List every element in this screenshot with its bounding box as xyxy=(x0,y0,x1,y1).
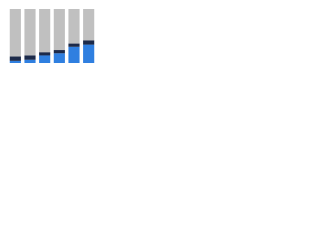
bar-segment xyxy=(53,9,65,51)
bar-segment xyxy=(53,50,65,54)
bar-segment xyxy=(24,55,36,60)
bar-segment xyxy=(53,53,65,63)
bar-segment xyxy=(9,60,21,63)
bar-segment xyxy=(24,9,36,56)
bar-segment xyxy=(68,46,80,63)
chart xyxy=(9,9,95,63)
bar-segment xyxy=(9,56,21,61)
bar-segment xyxy=(83,44,95,63)
bar-segment xyxy=(9,9,21,57)
bar-segment xyxy=(24,59,36,63)
bar-segment xyxy=(83,40,95,45)
bar-segment xyxy=(39,55,51,63)
bar-segment xyxy=(39,52,51,56)
bar-segment xyxy=(39,9,51,53)
bar-segment xyxy=(68,43,80,47)
bar-segment xyxy=(68,9,80,44)
bar-segment xyxy=(83,9,95,41)
page: (() => { const data = JSON.parse(documen… xyxy=(0,0,320,71)
